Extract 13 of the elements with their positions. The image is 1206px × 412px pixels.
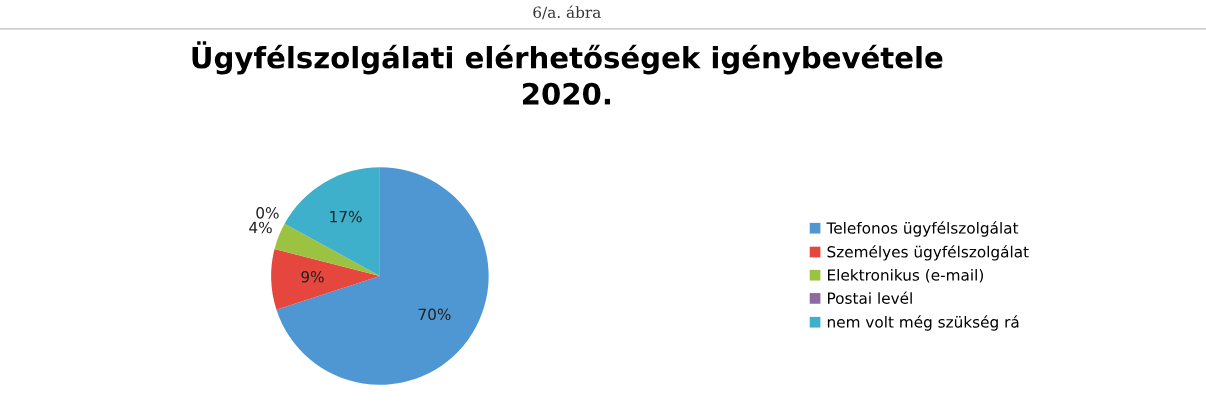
legend-label: Személyes ügyfélszolgálat [827,245,1029,261]
data-label: 9% [301,271,324,283]
text: 0% [256,207,279,219]
text: 6/a. ábra [533,5,601,20]
pie-slice [271,248,380,310]
legend-label: Telefonos ügyfélszolgálat [826,221,1019,237]
chart-title: Ügyfélszolgálati elérhetőségek igénybevétele 2020. [192,41,943,105]
legend-label: Elektronikus (e-mail) [828,268,983,283]
data-label: 4% [249,221,272,234]
legend-label: Postai levél [828,291,912,304]
data-label: 70% [418,308,451,321]
legend-label: nem volt még szükség rá [827,315,1019,331]
data-label: 17% [330,210,362,223]
